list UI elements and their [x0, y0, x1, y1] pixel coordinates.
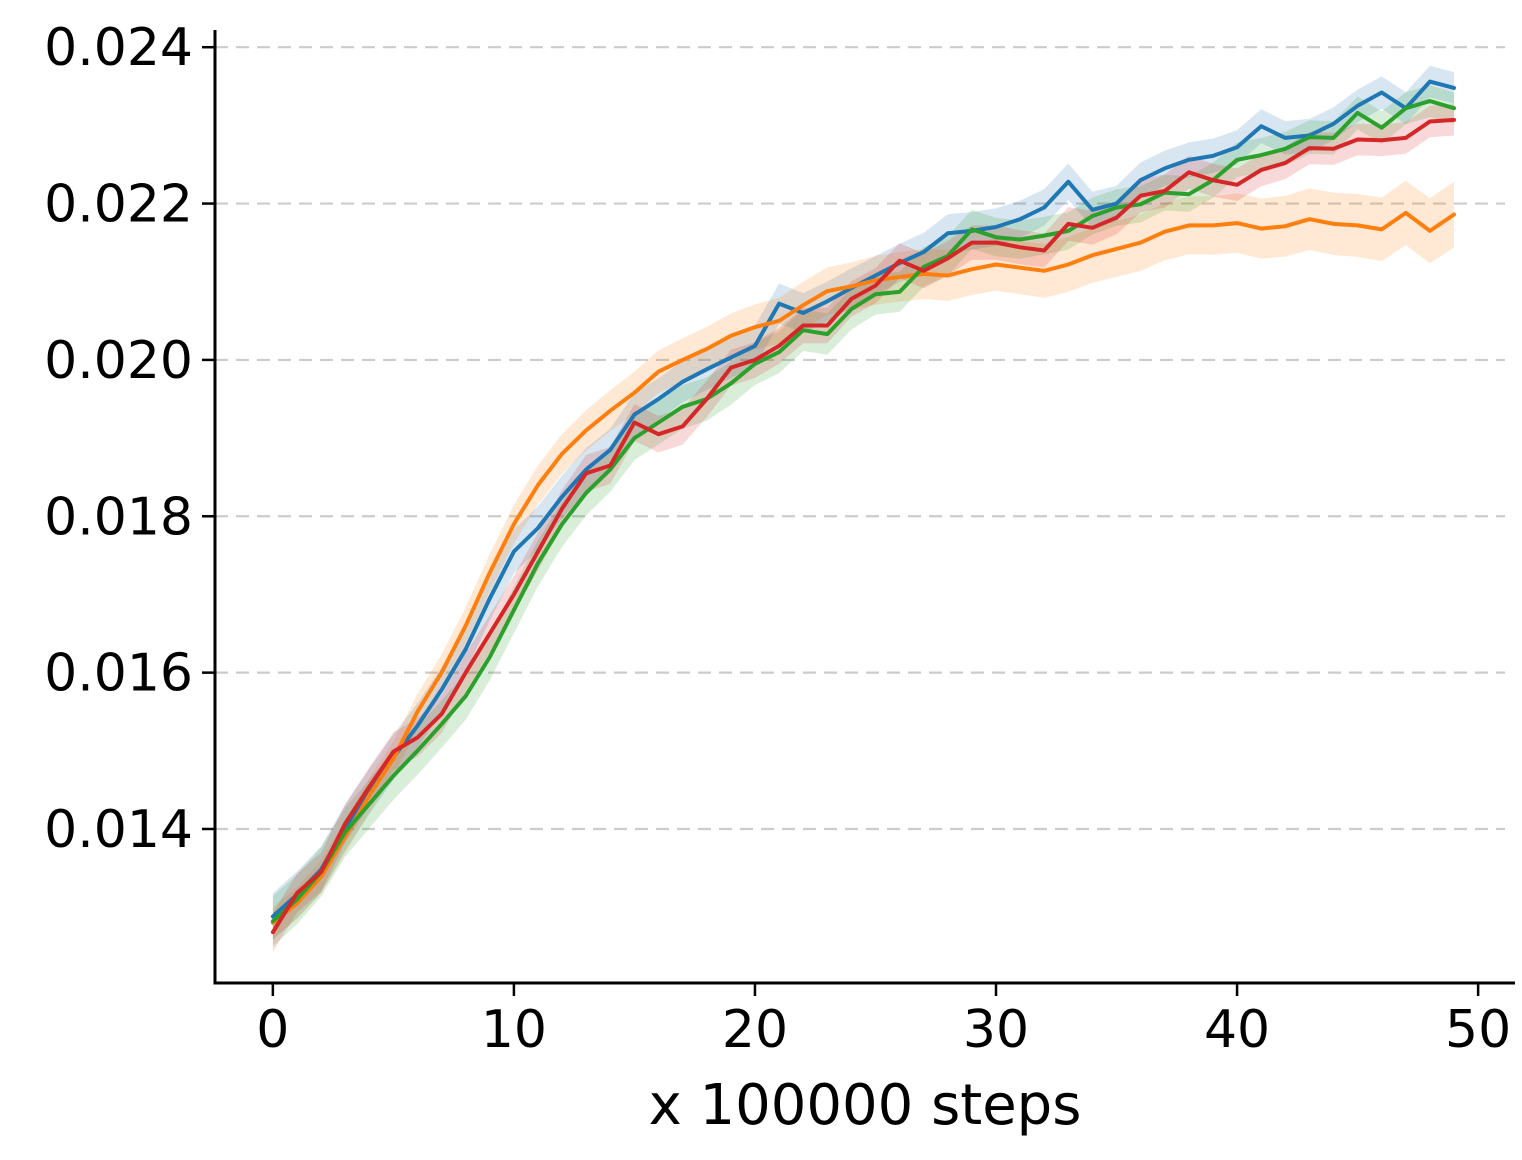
- y-tick-label: 0.014: [44, 800, 193, 860]
- x-tick-label: 40: [1204, 1000, 1270, 1060]
- series-line-red: [270, 117, 1456, 935]
- y-tick-label: 0.020: [44, 331, 193, 391]
- x-tick-label: 20: [722, 1000, 788, 1060]
- confidence-band-layer: [272, 65, 1454, 952]
- x-tick-label: 30: [963, 1000, 1029, 1060]
- y-tick-label: 0.022: [44, 175, 193, 235]
- y-tick-label: 0.018: [44, 487, 193, 547]
- x-axis-label: x 100000 steps: [649, 1073, 1082, 1138]
- y-tick-label: 0.016: [44, 644, 193, 704]
- series-line-layer: [270, 79, 1456, 935]
- series-line-orange: [270, 210, 1456, 925]
- grid-layer: [215, 46, 1505, 831]
- axis-layer: 0.014 0.016 0.018 0.020 0.022 0.024 0 10 20 30 40 5…: [44, 18, 1515, 1060]
- x-tick-label: 10: [481, 1000, 547, 1060]
- y-tick-label: 0.024: [44, 18, 193, 78]
- x-tick-label: 0: [256, 1000, 289, 1060]
- x-tick-label: 50: [1445, 1000, 1511, 1060]
- series-line-green: [270, 99, 1456, 924]
